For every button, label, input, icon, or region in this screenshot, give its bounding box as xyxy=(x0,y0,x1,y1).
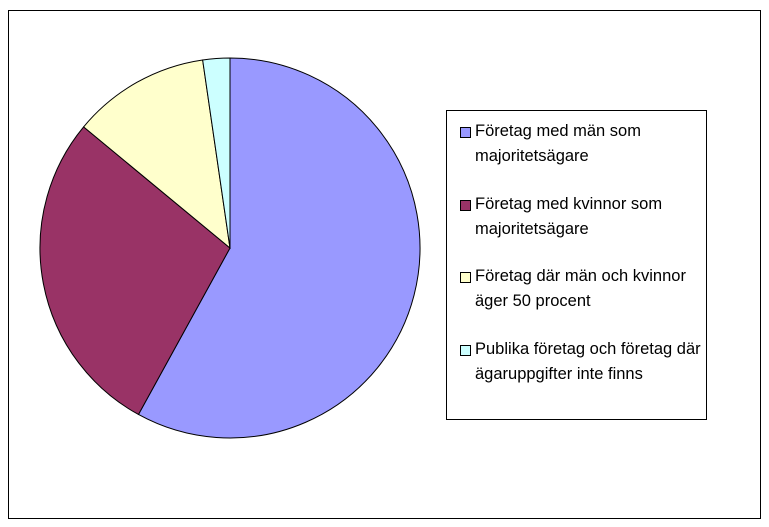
legend-label: Företag med män som majoritetsägare xyxy=(475,122,641,165)
legend-swatch xyxy=(460,272,471,283)
pie-slice xyxy=(39,126,231,416)
legend-label: Företag där män och kvinnor äger 50 proc… xyxy=(475,267,686,310)
legend-swatch xyxy=(460,344,471,356)
pie-slice xyxy=(82,59,231,250)
legend-label: Företag med kvinnor som majoritetsägare xyxy=(475,194,663,238)
pie-slice xyxy=(202,57,231,249)
pie-slice xyxy=(137,57,421,439)
legend-swatch xyxy=(460,199,471,211)
legend: Företag med män som majoritetsägare Föret… xyxy=(446,110,707,420)
legend-swatch xyxy=(460,127,471,138)
legend-label: Publika företag och företag där ägaruppg… xyxy=(475,339,701,383)
